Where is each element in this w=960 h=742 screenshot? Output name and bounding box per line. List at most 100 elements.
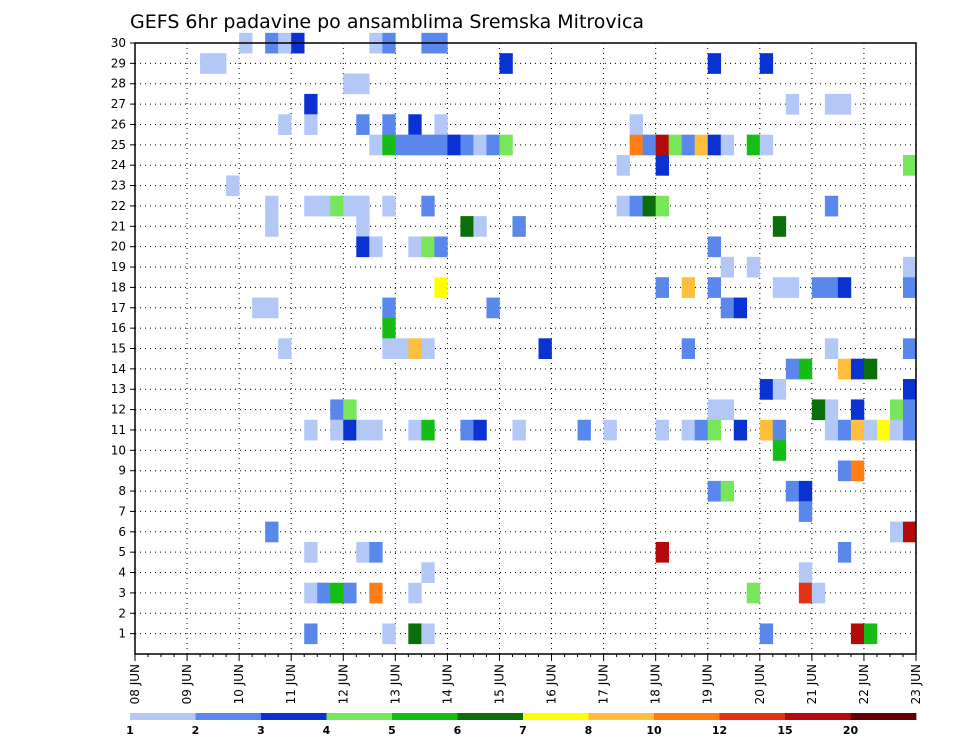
x-tick-label: 22 JUN [857,664,871,704]
x-tick-label: 23 JUN [909,664,923,704]
legend-label: 15 [777,724,792,737]
heatmap-cell [304,582,318,604]
y-tick-label: 15 [111,342,126,356]
heatmap-cell [499,134,513,156]
heatmap-cell [369,541,383,563]
heatmap-cell [343,419,357,441]
heatmap-cell [278,338,292,359]
heatmap-cell [746,582,761,604]
legend-label: 8 [585,724,593,737]
heatmap-cell [811,277,826,298]
heatmap-cell [707,277,722,298]
y-tick-label: 29 [111,56,126,70]
heatmap-cell [720,480,735,502]
legend-swatch [457,713,524,720]
heatmap-cell [798,562,813,584]
heatmap-cell [707,419,722,441]
legend-swatch [523,713,589,720]
heatmap-cell [902,256,917,278]
heatmap-cell [317,582,331,604]
heatmap-cell [811,399,826,421]
heatmap-cell [681,419,696,441]
legend-label: 10 [646,724,662,737]
heatmap-cell [330,582,344,604]
y-tick-label: 18 [111,280,126,294]
y-tick-label: 26 [111,117,126,131]
heatmap-cell [785,480,800,502]
heatmap-cell [681,277,696,298]
heatmap-cell [408,114,422,135]
heatmap-cell [798,501,813,522]
heatmap-cell [902,399,917,421]
heatmap-cell [837,541,852,563]
heatmap-cell [408,419,422,441]
heatmap-cell [772,419,787,441]
legend: 1 2 3 4 5 6 7 8 10 12 15 20 [126,713,917,737]
heatmap-cell [746,134,761,156]
heatmap-cell [369,236,383,258]
heatmap-cell [460,419,474,441]
heatmap-cell [369,134,383,156]
y-tick-label: 5 [118,545,126,559]
heatmap-cell [694,419,709,441]
heatmap-cell [824,419,839,441]
heatmap-cell [681,134,696,156]
heatmap-cell [200,53,214,74]
heatmap-cell [707,134,722,156]
heatmap-cell [798,582,813,604]
y-tick-label: 16 [111,321,126,335]
heatmap-cell [837,460,852,482]
heatmap-cell [213,53,227,74]
heatmap-cell [772,277,787,298]
heatmap-cell [499,53,513,74]
heatmap-cell [824,338,839,359]
heatmap-cell [785,358,800,380]
y-tick-label: 30 [111,36,126,50]
legend-swatch [195,713,262,720]
y-tick-label: 4 [118,566,126,580]
heatmap-cell [252,297,266,319]
heatmap-cell [616,155,630,176]
heatmap-cell [304,195,318,217]
heatmap-cell [824,93,839,115]
y-tick-label: 2 [118,606,126,620]
heatmap-cell [330,195,344,217]
heatmap-cell [356,216,370,237]
legend-label: 2 [192,724,200,737]
y-tick-label: 22 [111,199,126,213]
y-tick-label: 17 [111,301,126,315]
heatmap-cell [772,216,787,237]
heatmap-cell [798,358,813,380]
heatmap-cell [850,399,865,421]
x-tick-label: 12 JUN [336,664,350,704]
heatmap-cell [720,256,735,278]
heatmap-cell [720,399,735,421]
heatmap-cell [850,623,865,645]
heatmap-cell [889,419,904,441]
heatmap-cell [876,419,891,441]
heatmap-cell [902,338,917,359]
heatmap-cell [889,521,904,543]
heatmap-cell [382,114,396,135]
heatmap-cell [538,338,552,359]
y-tick-label: 20 [111,240,126,254]
heatmap-cell [486,134,500,156]
heatmap-cell [473,134,487,156]
heatmap-cell [824,195,839,217]
heatmap-cell [772,440,787,461]
heatmap-cell [356,236,370,258]
heatmap-cell [655,541,669,563]
heatmap-cell [382,338,396,359]
heatmap-cell [642,195,656,217]
heatmap-cell [902,521,917,543]
heatmap-cell [317,195,331,217]
heatmap-cell [798,480,813,502]
heatmap-cell [421,338,435,359]
heatmap-cell [382,317,396,339]
heatmap-cell [356,73,370,95]
data-cells [200,32,917,645]
heatmap-cell [421,236,435,258]
heatmap-cell [707,53,722,74]
heatmap-cell [408,338,422,359]
